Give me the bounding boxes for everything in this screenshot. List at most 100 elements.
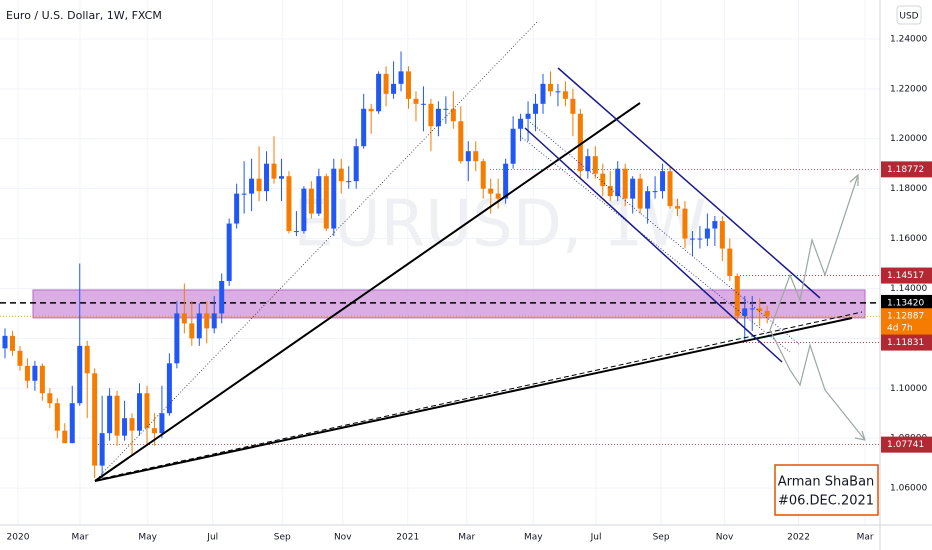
y-tick-label: 1.22000 — [890, 84, 927, 94]
candle-body — [592, 156, 598, 174]
x-tick-label: May — [138, 533, 157, 543]
x-tick-label: 2021 — [396, 533, 419, 543]
candle-body — [704, 228, 710, 239]
levels — [0, 168, 880, 446]
trend-line — [94, 102, 641, 482]
candle-body — [525, 113, 531, 119]
candle-body — [264, 163, 270, 192]
candle-body — [39, 365, 45, 394]
candle-body — [122, 418, 128, 436]
price-label: 1.12887 — [887, 312, 924, 322]
candle-body — [189, 323, 195, 339]
candle-body — [17, 350, 23, 366]
candle-body — [622, 168, 628, 199]
candle-body — [689, 238, 695, 240]
candle-body — [293, 231, 299, 233]
candle-body — [443, 108, 449, 110]
candle-body — [555, 91, 561, 93]
candle-body — [249, 178, 255, 194]
x-tick-label: 2020 — [7, 533, 30, 543]
candle-body — [675, 206, 681, 209]
candle-body — [368, 108, 374, 112]
projection-down — [769, 329, 866, 441]
y-tick-label: 1.24000 — [890, 34, 927, 44]
candle-body — [159, 413, 165, 434]
candle-body — [211, 313, 217, 329]
x-tick-label: Sep — [653, 533, 670, 543]
trend-line — [94, 21, 538, 482]
candle-body — [361, 108, 367, 147]
y-tick-label: 1.06000 — [890, 484, 927, 494]
candle-body — [697, 238, 703, 240]
y-tick-label: 1.18000 — [890, 184, 927, 194]
x-tick-label: 2022 — [787, 533, 810, 543]
candle-body — [204, 313, 210, 329]
candle-body — [757, 308, 763, 311]
channel-line — [524, 127, 783, 363]
candle-body — [219, 280, 225, 314]
candle-body — [577, 113, 583, 172]
candle-body — [308, 188, 314, 214]
candle-body — [495, 193, 501, 199]
candle-body — [234, 193, 240, 224]
currency[interactable]: USD — [899, 12, 918, 22]
candle-body — [69, 403, 75, 444]
candle-body — [458, 121, 464, 162]
candle-body — [256, 178, 262, 192]
annotation: #06.DEC.2021 — [778, 494, 874, 509]
candle-body — [637, 178, 643, 209]
currency-button[interactable] — [896, 5, 922, 25]
candle-body — [435, 108, 441, 127]
candle-body — [353, 146, 359, 182]
candle-body — [712, 221, 718, 229]
annotation: Arman ShaBan — [778, 475, 875, 490]
candle-body — [420, 103, 426, 105]
candle-body — [226, 223, 232, 281]
price-label: 1.18772 — [887, 165, 924, 175]
candle-body — [727, 248, 733, 276]
candle-body — [2, 335, 8, 349]
candle-body — [742, 308, 748, 316]
candle-body — [600, 173, 606, 187]
candle-body — [47, 393, 53, 404]
candle-body — [749, 308, 755, 310]
candle-body — [24, 365, 30, 381]
candle-body — [338, 168, 344, 182]
y-tick-label: 1.14000 — [890, 284, 927, 294]
candle-body — [450, 108, 456, 122]
trend-line — [94, 311, 863, 481]
price-label: 1.14517 — [887, 271, 924, 281]
x-tick-label: Nov — [716, 533, 734, 543]
x-tick-label: Mar — [857, 533, 874, 543]
x-tick-label: Jul — [206, 533, 218, 543]
candle-body — [383, 73, 389, 94]
candle-body — [398, 71, 404, 84]
candle-body — [114, 395, 120, 436]
candle-body — [54, 403, 60, 431]
x-tick-label: May — [524, 533, 543, 543]
candle-body — [465, 151, 471, 162]
candle-body — [99, 433, 105, 466]
candle-body — [667, 171, 673, 207]
channel-line — [557, 67, 821, 299]
arrow-head — [849, 173, 859, 186]
candle-body — [764, 310, 770, 316]
candle-body — [166, 363, 172, 414]
chart-title: Euro / U.S. Dollar, 1W, FXCM — [6, 9, 162, 22]
y-tick-label: 1.16000 — [890, 234, 927, 244]
candle-body — [406, 71, 412, 99]
price-label-box — [881, 436, 932, 453]
x-tick-label: Mar — [458, 533, 475, 543]
candle-body — [652, 191, 658, 193]
trend-line — [94, 317, 853, 482]
candle-body — [391, 83, 397, 94]
price-label-box — [881, 308, 932, 337]
candle-body — [84, 345, 90, 374]
candle-body — [316, 176, 322, 214]
candle-body — [480, 161, 486, 189]
arrow-head — [854, 430, 866, 441]
channel-line — [519, 135, 791, 353]
candle-body — [734, 275, 740, 316]
candle-body — [413, 98, 419, 104]
